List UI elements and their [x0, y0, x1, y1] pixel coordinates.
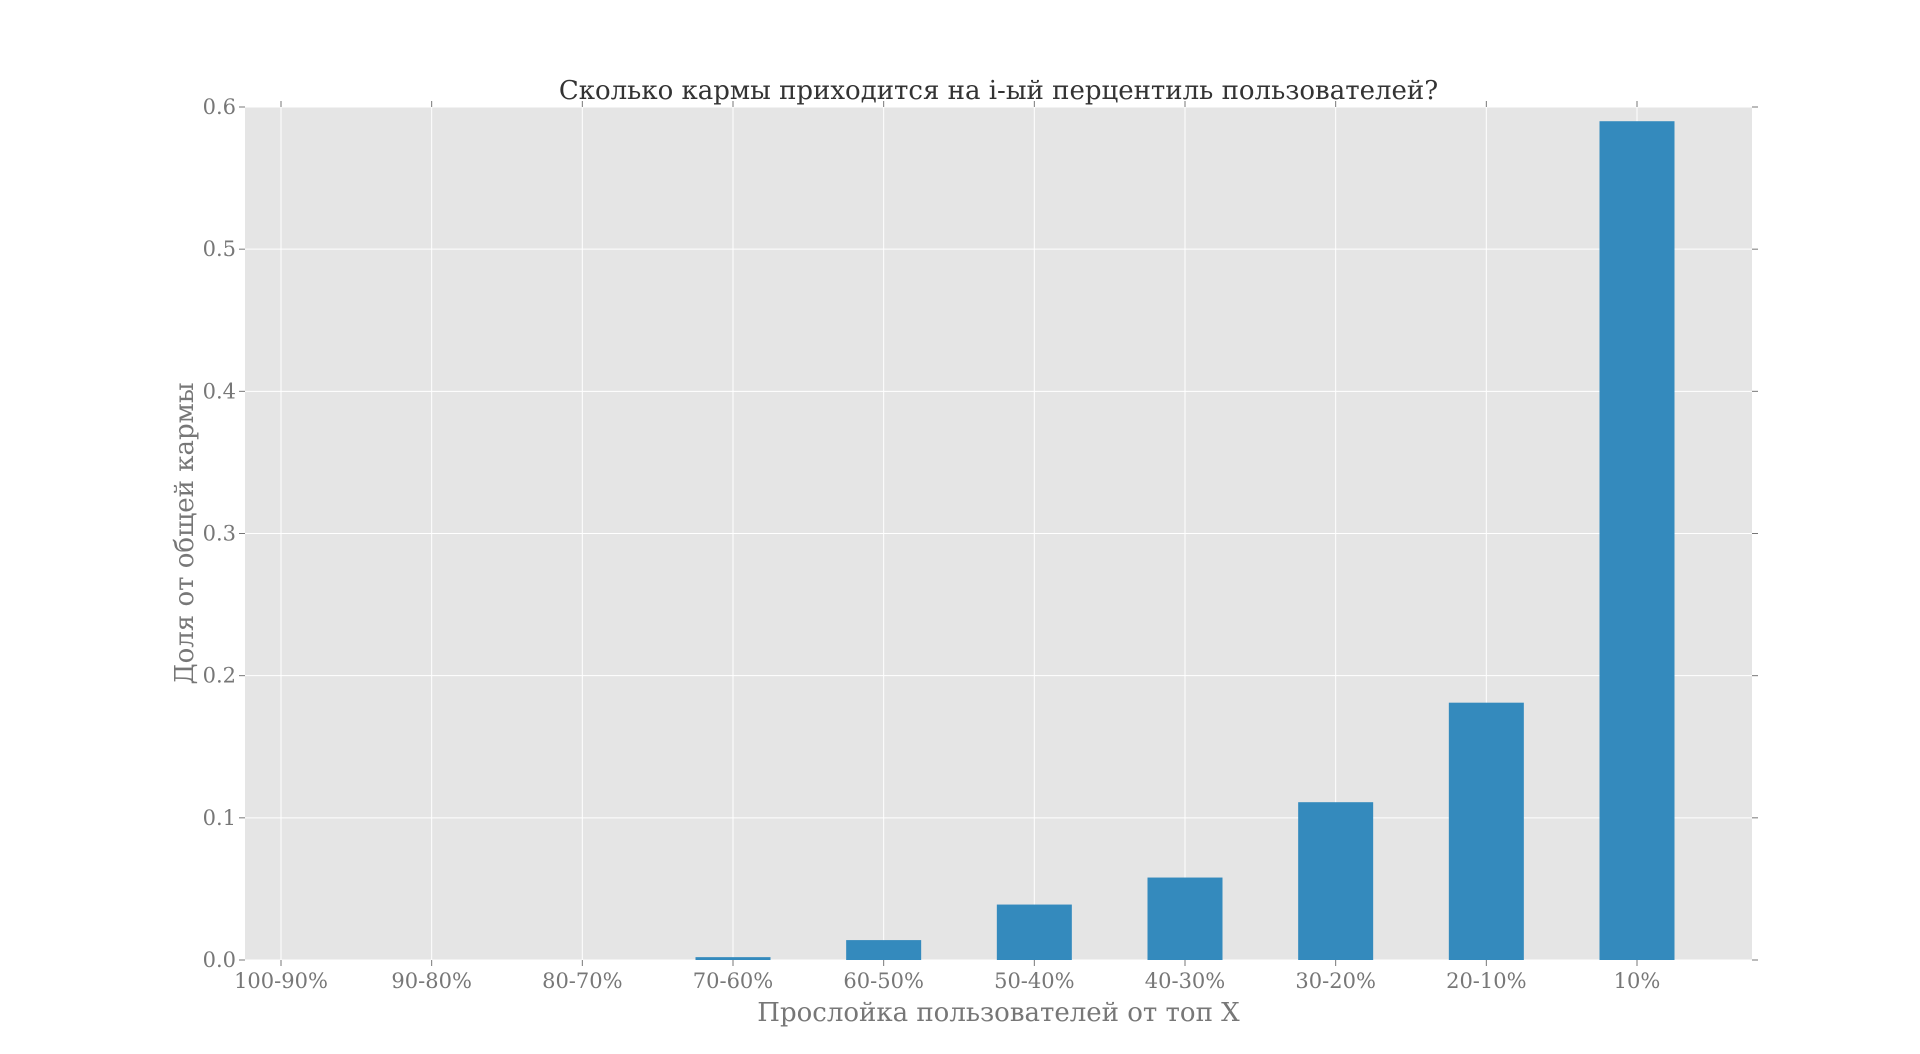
- bar-50-40%: [996, 904, 1072, 960]
- y-tick-label: 0.2: [203, 664, 236, 688]
- x-tick-label: 20-10%: [1446, 969, 1527, 993]
- bar-10%: [1599, 121, 1675, 960]
- chart-title: Сколько кармы приходится на i-ый перцент…: [559, 76, 1438, 106]
- bars: [695, 121, 1675, 960]
- x-tick-label: 10%: [1614, 969, 1661, 993]
- y-axis-label: Доля от общей кармы: [170, 382, 200, 684]
- y-tick-label: 0.4: [203, 379, 236, 403]
- y-tick-label: 0.3: [203, 522, 236, 546]
- x-tick-label: 70-60%: [693, 969, 774, 993]
- x-tick-label: 60-50%: [843, 969, 924, 993]
- x-tick-label: 50-40%: [994, 969, 1075, 993]
- x-tick-label: 80-70%: [542, 969, 623, 993]
- y-tick-label: 0.5: [203, 237, 236, 261]
- bar-20-10%: [1448, 702, 1524, 960]
- x-tick-label: 100-90%: [234, 969, 328, 993]
- bar-40-30%: [1147, 877, 1223, 960]
- x-axis-label: Прослойка пользователей от топ X: [757, 998, 1240, 1028]
- grid-lines: [245, 106, 1752, 961]
- bar-70-60%: [695, 957, 771, 960]
- x-tick-label: 30-20%: [1295, 969, 1376, 993]
- bar-60-50%: [846, 940, 922, 960]
- bar-30-20%: [1298, 802, 1374, 960]
- y-tick-labels: 0.0 0.1 0.2 0.3 0.4 0.5 0.6: [203, 95, 236, 972]
- x-tick-label: 40-30%: [1145, 969, 1226, 993]
- y-tick-label: 0.1: [203, 806, 236, 830]
- y-tick-label: 0.6: [203, 95, 236, 119]
- y-tick-label: 0.0: [203, 948, 236, 972]
- x-tick-labels: 100-90% 90-80% 80-70% 70-60% 60-50% 50-40% 40-…: [234, 969, 1660, 993]
- x-tick-label: 90-80%: [391, 969, 472, 993]
- tick-marks: [239, 101, 1758, 966]
